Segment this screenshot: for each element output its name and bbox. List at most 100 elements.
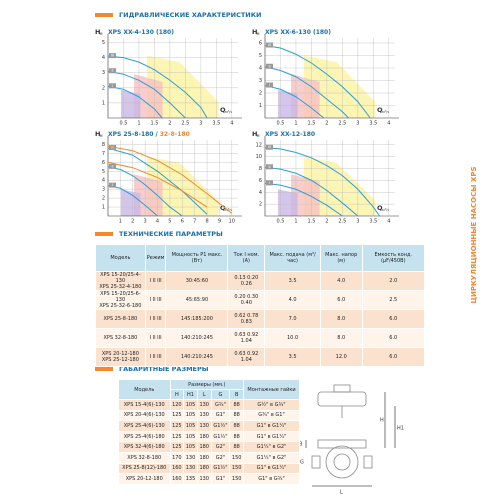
x-tick-label: 10: [229, 219, 235, 225]
model-name: XPS 25-12-180: [101, 357, 139, 363]
table-cell: G¾" в G1": [243, 409, 300, 422]
table-cell: 180: [196, 451, 212, 464]
speed-label: III: [111, 54, 114, 58]
table-cell: 125: [169, 441, 185, 453]
table-cell: 160: [169, 462, 185, 475]
curve: [264, 66, 349, 119]
y-tick-label: 1: [102, 205, 105, 211]
y-tick-label: 2: [102, 196, 105, 202]
table-row: XPS 25-8(12)-180 160 130 180 G1½" 150 G1" в G1…: [118, 462, 300, 475]
table-cell: 105: [183, 399, 198, 411]
table-cell: 130: [183, 451, 198, 464]
table-cell: 8.0: [319, 328, 363, 348]
x-tick-label: 1: [137, 121, 140, 127]
x-axis-label: Q: [220, 106, 226, 114]
y-tick-label: 3: [259, 78, 262, 84]
zone: [134, 74, 163, 118]
y-tick-label: 10: [256, 154, 262, 160]
table-cell: 6.0: [361, 309, 425, 329]
y-tick-label: 4: [102, 178, 105, 184]
x-tick-label: 3: [199, 121, 202, 127]
y-axis-label: H: [95, 28, 100, 36]
table-cell: 180: [196, 462, 212, 475]
x-tick-label: 0.5: [276, 219, 284, 225]
x-axis-label: Q: [377, 106, 383, 114]
x-tick-label: 2.5: [338, 121, 346, 127]
header-cell: H1: [183, 389, 198, 400]
speed-box: [109, 83, 116, 89]
y-tick-label: 2: [259, 91, 262, 97]
x-tick-label: 2: [168, 121, 171, 127]
x-tick-label: 8: [205, 219, 208, 225]
table-cell: G2": [210, 441, 231, 453]
x-tick-label: 1: [294, 121, 297, 127]
axes: [264, 136, 399, 217]
speed-label: II: [111, 69, 113, 73]
table-cell: G1½": [210, 420, 231, 432]
zone: [134, 174, 163, 216]
x-tick-label: 3.5: [369, 121, 377, 127]
section-heading: ГАБАРИТНЫЕ РАЗМЕРЫ: [95, 365, 209, 373]
x-tick-label: 0.5: [119, 121, 127, 127]
table-cell: I II III: [144, 347, 167, 367]
table-cell: G1½": [210, 462, 231, 475]
table-row: XPS 25-4(6)-180 125 105 180 G1½" 88 G1" в G1¼": [118, 430, 300, 443]
model-name: XPS 25-32-4-180: [99, 284, 142, 290]
y-axis-label: H: [252, 130, 257, 138]
table-cell: 125: [169, 420, 185, 432]
section-heading: ГИДРАВЛИЧЕСКИЕ ХАРАКТЕРИСТИКИ: [95, 11, 262, 19]
chart: 2 4 6 8 10 12 0.5 1 1.5 2 2.5 3 3.5 4 XPS XX-12-180 H м Q…: [252, 130, 399, 225]
curve: [107, 55, 208, 119]
y-tick-label: 7: [102, 151, 105, 157]
table-cell: XPS 20-4(6)-130: [118, 409, 171, 422]
table-cell: 105: [183, 420, 198, 432]
table-cell: 130: [196, 399, 212, 411]
speed-box: [109, 182, 116, 188]
chart-title: XPS XX-6-130 (180): [265, 29, 331, 36]
axes: [107, 34, 242, 119]
table-cell: 170: [169, 451, 185, 464]
y-tick-label: 8: [259, 166, 262, 172]
table-cell: 105: [183, 441, 198, 453]
model-name: XPS 25-32-6-180: [99, 303, 142, 309]
speed-box: [266, 144, 273, 150]
curve: [107, 166, 183, 217]
model-cell: XPS 32-8-180: [95, 328, 146, 348]
zone: [121, 189, 141, 216]
table-row: XPS 32-4(6)-180 125 105 180 G2" 88 G1¼" в G2": [118, 441, 300, 453]
table-cell: 30:45:60: [165, 271, 229, 291]
speed-label: I: [269, 83, 270, 87]
table-cell: 3.5: [264, 271, 321, 291]
speed-box: [109, 163, 116, 169]
model-cell: XPS 20-12-180 XPS 25-12-180: [95, 347, 146, 367]
x-tick-label: 7: [193, 219, 196, 225]
table-cell: 3.5: [264, 347, 321, 367]
curve: [264, 85, 325, 119]
y-tick-label: 12: [256, 142, 262, 148]
table-cell: 130: [183, 462, 198, 475]
y-tick-label: 6: [259, 178, 262, 184]
section-title: ГАБАРИТНЫЕ РАЗМЕРЫ: [119, 365, 209, 373]
speed-label: III: [268, 43, 271, 47]
y-tick-label: 4: [259, 66, 262, 72]
speed-box: [266, 42, 273, 48]
chart-title-part: XPS XX-12-180: [265, 131, 315, 138]
y-axis-unit: м: [257, 31, 260, 36]
table-cell: G1½": [210, 430, 231, 443]
zone: [291, 74, 320, 118]
zone: [121, 90, 141, 118]
table-cell: G1": [210, 473, 231, 485]
table-cell: 0.62 0.78 0.83: [227, 309, 266, 329]
dimensions-table: Модель Размеры (мм.) Монтажные гайки H H1 L G B…: [118, 379, 300, 485]
header-cell: Размеры (мм.): [169, 379, 245, 390]
header-cell: Емкость конд. (µF/450В): [361, 244, 425, 272]
table-cell: 88: [229, 409, 245, 422]
chart-title-part: 32-8-180: [160, 131, 190, 138]
chart-title-part: XPS 25-8-180 /: [108, 131, 159, 138]
curve: [264, 45, 371, 119]
x-tick-label: 3: [356, 219, 359, 225]
zone: [291, 174, 320, 216]
x-axis-unit: м³/ч: [225, 208, 232, 212]
table-cell: XPS 25-4(6)-180: [118, 430, 171, 443]
